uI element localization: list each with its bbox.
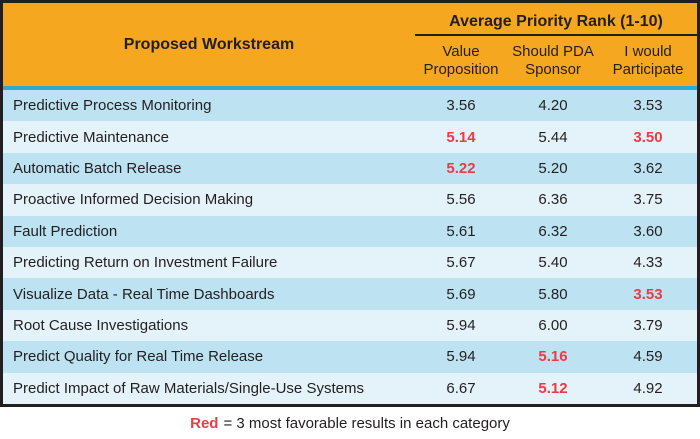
value-cell: 5.56 — [446, 191, 476, 209]
value-cell: 5.40 — [538, 254, 568, 272]
column-header-i-would-participate: I would Participate — [612, 43, 684, 78]
workstream-label: Visualize Data - Real Time Dashboards — [13, 285, 275, 303]
workstream-label: Fault Prediction — [13, 222, 118, 240]
value-cell: 4.59 — [633, 348, 663, 366]
column-header-should-pda-sponsor: Should PDA Sponsor — [512, 43, 594, 78]
value-cell: 6.00 — [538, 317, 568, 335]
legend-red-term: Red — [190, 414, 219, 432]
workstream-label: Automatic Batch Release — [13, 160, 182, 178]
table-row: Predictive Process Monitoring 3.56 4.20 … — [3, 90, 697, 122]
rank-subcolumns: Value Proposition Should PDA Sponsor I w… — [415, 36, 697, 86]
workstream-label: Predictive Maintenance — [13, 128, 169, 146]
rank-group-title: Average Priority Rank (1-10) — [449, 13, 663, 30]
value-cell: 5.14 — [446, 128, 476, 146]
value-cell: 3.60 — [633, 222, 663, 240]
value-cell: 6.36 — [538, 191, 568, 209]
table-row: Fault Prediction 5.61 6.32 3.60 — [3, 215, 697, 248]
legend-footnote: Red = 3 most favorable results in each c… — [0, 407, 700, 439]
value-cell: 3.53 — [633, 97, 663, 115]
workstream-label: Root Cause Investigations — [13, 317, 189, 335]
value-cell: 3.50 — [633, 128, 663, 146]
value-cell: 5.80 — [538, 285, 568, 303]
value-cell: 5.44 — [538, 128, 568, 146]
table-header: Proposed Workstream Average Priority Ran… — [3, 3, 697, 86]
workstream-label: Predictive Process Monitoring — [13, 97, 212, 115]
value-cell: 4.20 — [538, 97, 568, 115]
value-cell: 3.56 — [446, 97, 476, 115]
value-cell: 3.62 — [633, 160, 663, 178]
value-cell: 3.75 — [633, 191, 663, 209]
table-row: Predictive Maintenance 5.14 5.44 3.50 — [3, 121, 697, 153]
header-teal-accent-line — [3, 86, 697, 90]
table-row: Automatic Batch Release 5.22 5.20 3.62 — [3, 152, 697, 185]
table-row: Proactive Informed Decision Making 5.56 … — [3, 184, 697, 216]
table-row: Predicting Return on Investment Failure … — [3, 247, 697, 279]
value-cell: 5.16 — [538, 348, 568, 366]
table-row: Predict Quality for Real Time Release 5.… — [3, 341, 697, 373]
value-cell: 5.12 — [538, 379, 568, 397]
workstream-label: Predict Impact of Raw Materials/Single-U… — [13, 379, 364, 397]
value-cell: 5.22 — [446, 160, 476, 178]
table-body: Predictive Process Monitoring 3.56 4.20 … — [3, 90, 697, 405]
value-cell: 4.92 — [633, 379, 663, 397]
workstream-label: Proactive Informed Decision Making — [13, 191, 254, 209]
value-cell: 6.67 — [446, 379, 476, 397]
workstream-column-header: Proposed Workstream — [123, 35, 295, 53]
value-cell: 5.94 — [446, 348, 476, 366]
workstream-label: Predict Quality for Real Time Release — [13, 348, 264, 366]
value-cell: 5.67 — [446, 254, 476, 272]
value-cell: 4.33 — [633, 254, 663, 272]
value-cell: 5.69 — [446, 285, 476, 303]
workstream-label: Predicting Return on Investment Failure — [13, 254, 278, 272]
table-row: Visualize Data - Real Time Dashboards 5.… — [3, 278, 697, 310]
value-cell: 5.20 — [538, 160, 568, 178]
value-cell: 6.32 — [538, 222, 568, 240]
header-divider-line — [415, 34, 697, 36]
priority-rank-table: Proposed Workstream Average Priority Ran… — [0, 0, 700, 407]
value-cell: 3.53 — [633, 285, 663, 303]
value-cell: 5.61 — [446, 222, 476, 240]
value-cell: 3.79 — [633, 317, 663, 335]
table-row: Root Cause Investigations 5.94 6.00 3.79 — [3, 309, 697, 342]
legend-text: = 3 most favorable results in each categ… — [223, 414, 510, 432]
column-header-value-proposition: Value Proposition — [423, 43, 499, 78]
value-cell: 5.94 — [446, 317, 476, 335]
rank-header-group: Average Priority Rank (1-10) Value Propo… — [415, 3, 697, 86]
table-row: Predict Impact of Raw Materials/Single-U… — [3, 372, 697, 405]
